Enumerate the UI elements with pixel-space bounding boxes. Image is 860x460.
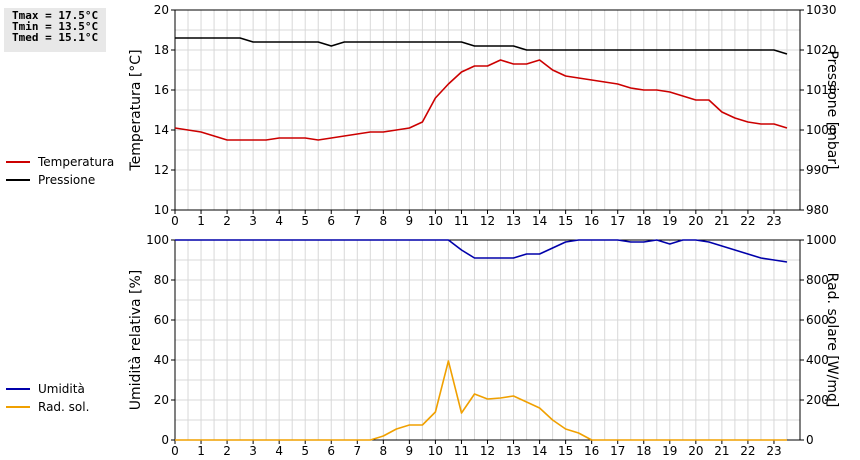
xtick-label: 2: [223, 444, 231, 458]
xtick-label: 18: [636, 214, 651, 228]
xtick-label: 16: [584, 444, 599, 458]
y2tick-label: 600: [806, 313, 829, 327]
ytick-label: 18: [154, 43, 169, 57]
xtick-label: 18: [636, 444, 651, 458]
ytick-label: 16: [154, 83, 169, 97]
xtick-label: 17: [610, 214, 625, 228]
xtick-label: 7: [353, 214, 361, 228]
tmed-label: Tmed = 15.1°C: [12, 31, 99, 44]
ytick-label: 60: [154, 313, 169, 327]
xtick-label: 0: [171, 444, 179, 458]
ytick-label: 80: [154, 273, 169, 287]
xtick-label: 6: [327, 214, 335, 228]
y2tick-label: 980: [806, 203, 829, 217]
xtick-label: 4: [275, 214, 283, 228]
xtick-label: 12: [480, 214, 495, 228]
xtick-label: 3: [249, 214, 257, 228]
y2tick-label: 800: [806, 273, 829, 287]
xtick-label: 22: [740, 444, 755, 458]
xtick-label: 16: [584, 214, 599, 228]
xtick-label: 10: [428, 444, 443, 458]
xtick-label: 13: [506, 214, 521, 228]
xtick-label: 17: [610, 444, 625, 458]
xtick-label: 5: [301, 444, 309, 458]
xtick-label: 15: [558, 444, 573, 458]
xtick-label: 9: [406, 444, 414, 458]
xtick-label: 12: [480, 444, 495, 458]
xtick-label: 1: [197, 214, 205, 228]
y2tick-label: 400: [806, 353, 829, 367]
xtick-label: 10: [428, 214, 443, 228]
y2tick-label: 1030: [806, 3, 837, 17]
legend-label: Temperatura: [37, 155, 114, 169]
y2tick-label: 990: [806, 163, 829, 177]
xtick-label: 14: [532, 214, 547, 228]
tmax-label: Tmax = 17.5°C: [12, 9, 99, 22]
xtick-label: 21: [714, 444, 729, 458]
tmin-label: Tmin = 13.5°C: [12, 20, 99, 33]
y2tick-label: 0: [806, 433, 814, 447]
xtick-label: 14: [532, 444, 547, 458]
xtick-label: 4: [275, 444, 283, 458]
y2tick-label: 1000: [806, 123, 837, 137]
xtick-label: 8: [380, 214, 388, 228]
ytick-label: 20: [154, 393, 169, 407]
legend-label: Rad. sol.: [38, 400, 89, 414]
xtick-label: 11: [454, 444, 469, 458]
series-line-rad-sol-: [175, 360, 787, 441]
y2-axis-label: Pressione [mbar]: [824, 50, 840, 169]
ytick-label: 20: [154, 3, 169, 17]
xtick-label: 2: [223, 214, 231, 228]
xtick-label: 19: [662, 214, 677, 228]
xtick-label: 0: [171, 214, 179, 228]
xtick-label: 20: [688, 444, 703, 458]
legend-label: Pressione: [38, 173, 95, 187]
xtick-label: 23: [766, 444, 781, 458]
xtick-label: 15: [558, 214, 573, 228]
ytick-label: 12: [154, 163, 169, 177]
xtick-label: 1: [197, 444, 205, 458]
xtick-label: 13: [506, 444, 521, 458]
xtick-label: 6: [327, 444, 335, 458]
series-line-pressione: [175, 37, 788, 55]
series-line-temperatura: [174, 59, 788, 141]
y2tick-label: 200: [806, 393, 829, 407]
xtick-label: 23: [766, 214, 781, 228]
xtick-label: 20: [688, 214, 703, 228]
y2tick-label: 1010: [806, 83, 837, 97]
xtick-label: 3: [249, 444, 257, 458]
ytick-label: 40: [154, 353, 169, 367]
xtick-label: 21: [714, 214, 729, 228]
ytick-label: 0: [161, 433, 169, 447]
ytick-label: 14: [154, 123, 169, 137]
ytick-label: 100: [146, 233, 169, 247]
y2tick-label: 1000: [806, 233, 837, 247]
y2-axis-label: Rad. solare [W/mq]: [824, 273, 840, 408]
xtick-label: 9: [406, 214, 414, 228]
xtick-label: 5: [301, 214, 309, 228]
y-axis-label: Temperatura [°C]: [128, 49, 144, 171]
ytick-label: 10: [154, 203, 169, 217]
xtick-label: 8: [380, 444, 388, 458]
xtick-label: 11: [454, 214, 469, 228]
xtick-label: 22: [740, 214, 755, 228]
y-axis-label: Umidità relativa [%]: [128, 270, 144, 411]
xtick-label: 19: [662, 444, 677, 458]
stats-box: Tmax = 17.5°C Tmin = 13.5°C Tmed = 15.1°…: [4, 8, 106, 52]
legend-label: Umidità: [38, 382, 85, 396]
y2tick-label: 1020: [806, 43, 837, 57]
xtick-label: 7: [353, 444, 361, 458]
series-line-umidit-: [175, 239, 788, 263]
